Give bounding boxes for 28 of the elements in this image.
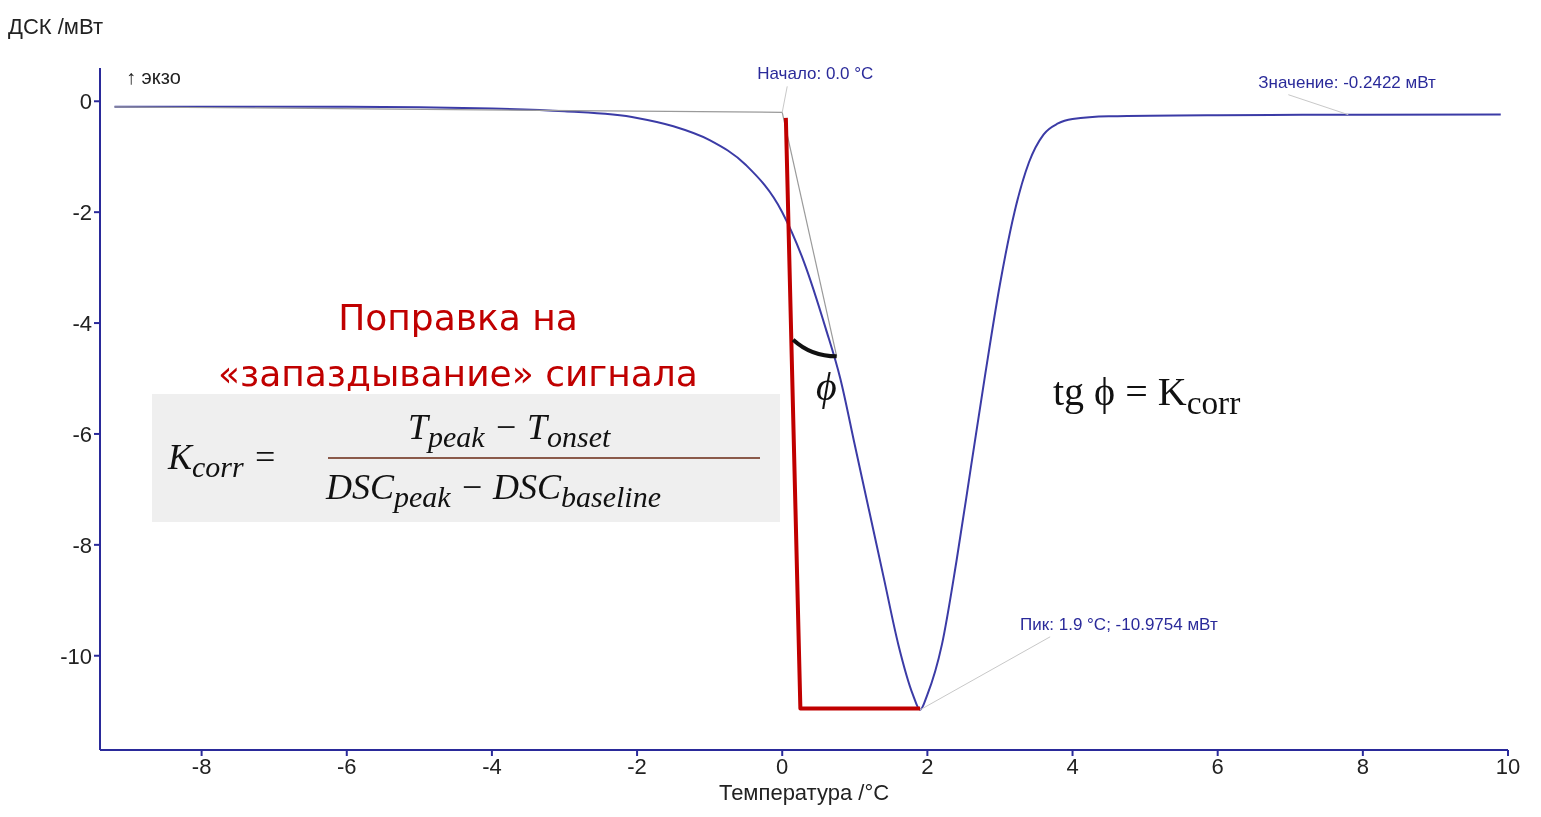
y-axis-title: ДСК /мВт	[8, 14, 103, 40]
annotation: Значение: -0.2422 мВт	[1258, 72, 1436, 93]
annotation: DSC$_{peak}$ − DSC$_{baseline}$	[326, 466, 661, 515]
x-tick-label: -4	[482, 753, 502, 779]
annotation: Начало: 0.0 °C	[757, 64, 874, 85]
y-tick-label: -8	[72, 532, 92, 558]
x-tick-label: 2	[921, 753, 934, 779]
annotation: ϕ	[816, 363, 837, 410]
x-tick-label: 6	[1211, 753, 1224, 779]
y-tick-label: 0	[79, 89, 92, 115]
y-tick-label: -10	[60, 643, 92, 669]
x-axis-title: Температура /°C	[717, 780, 891, 806]
y-tick-label: -6	[72, 421, 92, 447]
x-tick-label: -6	[336, 753, 357, 779]
annotation: Поправка на «запаздывание» сигнала	[217, 296, 699, 396]
x-tick-label: -8	[191, 753, 212, 779]
x-tick-label: 4	[1066, 753, 1079, 779]
x-tick-label: -2	[627, 753, 647, 779]
annotation: T$_{peak}$ − T$_{onset}$	[408, 406, 611, 455]
annotation: K$_{corr}$ =	[168, 436, 277, 485]
x-tick-label: 10	[1495, 753, 1521, 779]
annotation: tg ϕ = K$_{corr}$	[1053, 368, 1241, 422]
x-tick-label: 0	[776, 753, 789, 779]
annotation: ↑ экзо	[126, 66, 181, 89]
y-tick-label: -4	[72, 310, 92, 336]
annotation: Пик: 1.9 °C; -10.9754 мВт	[1020, 614, 1218, 635]
x-tick-label: 8	[1356, 753, 1369, 779]
y-tick-label: -2	[72, 199, 92, 225]
